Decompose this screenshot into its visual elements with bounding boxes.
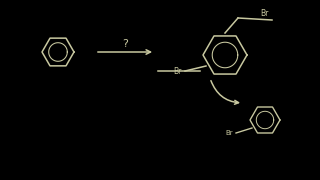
Text: Br: Br [260, 9, 268, 18]
Text: Br: Br [225, 130, 233, 136]
Text: Br: Br [174, 66, 182, 75]
Text: ?: ? [122, 39, 128, 49]
